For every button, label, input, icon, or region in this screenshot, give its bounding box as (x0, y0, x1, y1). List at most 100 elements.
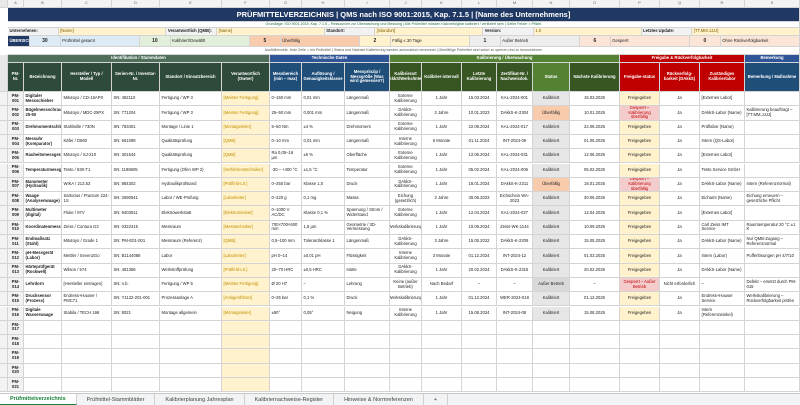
table-cell: Freigegeben (620, 192, 660, 207)
table-cell: Freigegeben (620, 249, 660, 264)
table-cell: [Externes Labor] (700, 92, 745, 107)
table-cell: PM-012 (8, 249, 24, 264)
table-cell (270, 320, 302, 336)
table-cell: Montage / Linie 1 (160, 120, 222, 135)
table-cell (222, 378, 270, 393)
row-number (0, 163, 8, 178)
table-cell (160, 363, 222, 378)
table-cell: Endmaßsatz (Stahl) (24, 235, 62, 250)
column-header: Nächste Kalibrierung (570, 63, 620, 92)
table-cell: PM-013 (8, 263, 24, 278)
table-cell: [Meister Fertigung] (222, 277, 270, 293)
info-value: [Name] (217, 28, 325, 36)
table-cell (302, 320, 345, 336)
table-cell: Kalibrierung beauftragt – [TT.MM.JJJJ] (745, 106, 800, 121)
row-number (0, 292, 8, 307)
table-cell: PM-017 (8, 320, 24, 336)
column-header: Messbereich (min – max) (270, 63, 302, 92)
summary-count: 1 (470, 36, 501, 47)
table-cell (390, 335, 422, 350)
info-value: 1.0 (533, 28, 642, 36)
column-letter: K (422, 0, 462, 8)
table-cell: – (302, 277, 345, 293)
table-cell: Ja (660, 149, 700, 164)
table-cell: Freigegeben (620, 220, 660, 235)
table-cell (533, 378, 570, 393)
table-cell (422, 378, 462, 393)
table-cell: PM-015 (8, 292, 24, 307)
table-cell: 12.06.2024 (462, 149, 497, 164)
column-letter: G (270, 0, 302, 8)
summary-label: ÜBERSICHT (8, 36, 30, 47)
table-cell: PM-006 (8, 163, 24, 178)
summary-text: Ohne Rückverfolgbarkeit (720, 36, 800, 47)
table-cell: [Elektromeister] (222, 206, 270, 221)
table-cell (620, 378, 660, 393)
table-cell: [Anlagenführer] (222, 292, 270, 307)
sheet-tab[interactable]: Prüfmittelverzeichnis (0, 394, 77, 405)
table-cell: Zeiss-WK-1144 (497, 220, 533, 235)
group-header: Freigabe & Rückverfolgbarkeit (620, 55, 745, 63)
table-cell: Freigegeben (620, 235, 660, 250)
table-cell: Außer Betrieb (533, 277, 570, 293)
table-cell: Interne Kalibrierung (390, 249, 422, 264)
table-cell: 15.05.2022 (462, 235, 497, 250)
summary-count: 0 (690, 36, 721, 47)
table-cell: SN: Y1122-201-001 (112, 292, 160, 307)
table-cell: pH 0–14 (270, 249, 302, 264)
table-cell: Masse (345, 192, 390, 207)
table-cell (497, 335, 533, 350)
table-cell: Eichamt (Name) (700, 192, 745, 207)
sheet-tab[interactable]: Kalibriernachweise-Register (245, 394, 335, 405)
table-cell: 01.03.2025 (570, 249, 620, 264)
table-cell: INT-2024-09 (497, 134, 533, 150)
note: Ausfüllhinweis: Jede Zeile = ein Prüfmit… (8, 47, 800, 55)
table-cell: 1,8 µm (302, 220, 345, 235)
sheet-tab[interactable]: Kalibrierplanung Jahresplan (155, 394, 245, 405)
table-cell: PM-002 (8, 106, 24, 121)
table-cell (270, 363, 302, 378)
table-cell: 2 Jahre (422, 106, 462, 121)
table-cell: PM-014 (8, 277, 24, 293)
table-cell: 0,01 mm (302, 92, 345, 107)
table-cell: 01.12.2025 (570, 292, 620, 307)
table-cell: PM-019 (8, 349, 24, 364)
column-header: Zertifikat-Nr. / Nachweisdok. (497, 63, 533, 92)
table-cell: 20–70 HRC (270, 263, 302, 278)
table-cell (533, 349, 570, 364)
table-cell: PM-008 (8, 192, 24, 207)
table-cell: Temperaturmessgerät (24, 163, 62, 178)
column-header: Messprinzip / Messgröße (Was wird gemess… (345, 63, 390, 92)
column-letter: D (112, 0, 160, 8)
table-cell: [Prüffeld-Ltr.] (222, 263, 270, 278)
table-cell (422, 363, 462, 378)
row-number (0, 149, 8, 164)
table-cell: 01.05.2025 (570, 134, 620, 150)
table-cell (160, 320, 222, 336)
table-cell: Freigegeben (620, 206, 660, 221)
table-cell: Ja (660, 177, 700, 193)
table-cell: Kalibriert (533, 192, 570, 207)
table-cell: PM-004 (8, 134, 24, 150)
table-cell: 0–1000 V AC/DC (270, 206, 302, 221)
info-label: Verantwortlich (QMB): (166, 28, 218, 36)
sheet-tab[interactable]: Hinweise & Normreferenzen (334, 394, 424, 405)
table-cell: Intern (Referenznormal) (745, 177, 800, 193)
table-cell: Drehmoment (345, 120, 390, 135)
table-cell: [Laborleiter] (222, 249, 270, 264)
column-letter: N (533, 0, 570, 8)
table-cell: Wilson / 574 (62, 263, 112, 278)
table-cell (745, 320, 800, 336)
table-cell: [Verfahrenstechniker] (222, 163, 270, 178)
table-cell: Kalibriert (533, 292, 570, 307)
table-cell: SN: 481366 (112, 263, 160, 278)
sheet-tab[interactable]: Prüfmittel-Stammblätter (77, 394, 156, 405)
table-cell: 2 Jahre (422, 192, 462, 207)
row-number (0, 335, 8, 350)
row-number (0, 235, 8, 250)
table-cell: Kalibriert (533, 235, 570, 250)
sheet-tab[interactable]: + (424, 394, 449, 405)
table-cell: PM-020 (8, 363, 24, 378)
table-cell (745, 120, 800, 135)
table-cell: PM-005 (8, 149, 24, 164)
